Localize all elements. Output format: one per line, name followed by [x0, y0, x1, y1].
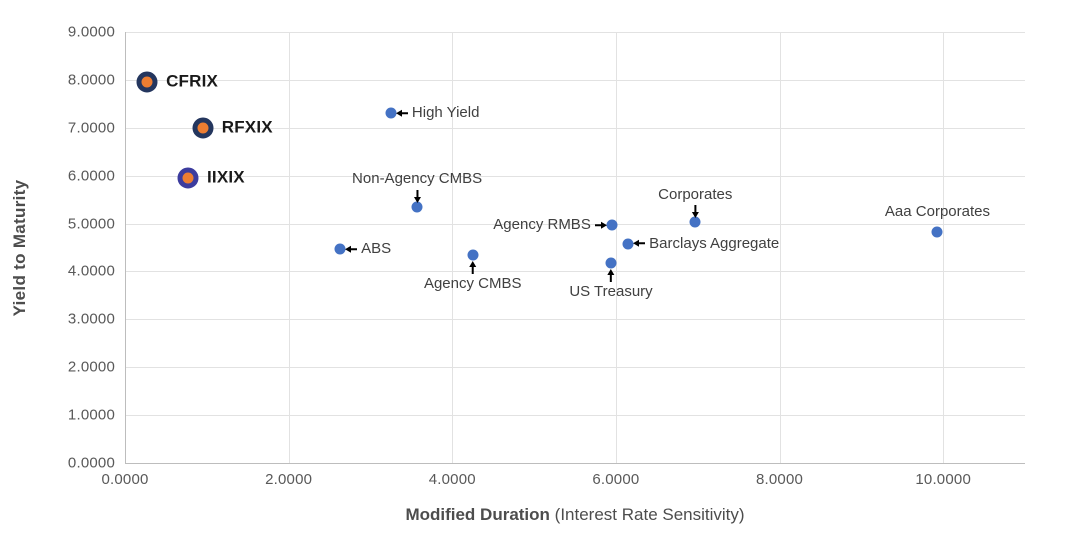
y-axis-title: Yield to Maturity: [10, 179, 29, 316]
point-label-corporates: Corporates: [658, 185, 733, 219]
arrow-left-icon: [345, 245, 358, 253]
point-label-text: Corporates: [658, 185, 733, 203]
marker-abs: [334, 243, 346, 255]
point-label-text: RFXIX: [221, 117, 273, 137]
gridline-horizontal: [125, 127, 1025, 129]
arrow-left-icon: [633, 240, 646, 248]
point-label-text: Agency CMBS: [423, 274, 522, 292]
x-axis-title-bold: Modified Duration: [405, 505, 550, 524]
gridline-horizontal: [125, 319, 1025, 321]
y-tick-label: 5.0000: [67, 215, 115, 233]
point-label-rfxix: RFXIX: [222, 118, 273, 137]
y-tick-label: 8.0000: [67, 71, 115, 89]
point-label-aaa-corporates: Aaa Corporates: [884, 202, 990, 221]
y-tick-label: 7.0000: [67, 119, 115, 137]
x-tick-label: 0.0000: [101, 471, 149, 488]
gridline-horizontal: [125, 367, 1025, 369]
arrow-up-icon: [469, 260, 477, 274]
gridline-horizontal: [125, 415, 1025, 417]
point-label-text: CFRIX: [166, 71, 219, 91]
point-label-text: Barclays Aggregate: [649, 234, 780, 252]
gridline-vertical: [615, 32, 617, 463]
gridline-vertical: [452, 32, 454, 463]
point-label-text: US Treasury: [569, 282, 653, 300]
y-axis-line: [125, 32, 126, 463]
arrow-right-icon: [594, 221, 607, 229]
gridline-horizontal: [125, 175, 1025, 177]
gridline-vertical: [943, 32, 945, 463]
gridline-vertical: [779, 32, 781, 463]
gridline-horizontal: [125, 79, 1025, 81]
point-label-text: High Yield: [411, 104, 480, 122]
gridline-horizontal: [125, 223, 1025, 225]
x-tick-label: 10.0000: [915, 471, 971, 488]
x-tick-label: 6.0000: [592, 471, 640, 488]
marker-agency-rmbs: [606, 219, 618, 231]
marker-barclays-aggregate: [622, 238, 634, 250]
point-label-high-yield: High Yield: [395, 104, 480, 122]
point-label-iixix: IIXIX: [207, 167, 245, 188]
arrow-down-icon: [413, 189, 421, 203]
y-tick-label: 1.0000: [67, 406, 115, 424]
x-tick-label: 4.0000: [428, 471, 476, 488]
y-tick-label: 3.0000: [67, 310, 115, 328]
marker-high-yield: [385, 107, 397, 119]
arrow-down-icon: [691, 205, 699, 219]
y-tick-label: 4.0000: [67, 262, 115, 280]
x-tick-label: 8.0000: [755, 471, 804, 488]
arrow-up-icon: [607, 268, 615, 282]
y-tick-label: 2.0000: [67, 358, 115, 376]
gridline-horizontal: [125, 32, 1025, 33]
marker-agency-cmbs: [467, 249, 479, 261]
x-axis-title: Modified Duration (Interest Rate Sensiti…: [405, 505, 744, 525]
x-axis-title-regular: (Interest Rate Sensitivity): [554, 505, 745, 524]
point-label-text: Aaa Corporates: [884, 202, 990, 220]
gridline-vertical: [288, 32, 290, 463]
point-label-cfrix: CFRIX: [166, 71, 219, 92]
point-label-non-agency-cmbs: Non-Agency CMBS: [352, 171, 482, 203]
marker-corporates: [689, 216, 701, 228]
point-label-us-treasury: US Treasury: [569, 268, 653, 301]
point-label-abs: ABS: [345, 239, 392, 258]
point-label-text: IIXIX: [207, 167, 245, 187]
point-label-text: Agency RMBS: [493, 215, 591, 233]
marker-rfxix: [192, 117, 214, 139]
arrow-left-icon: [395, 109, 408, 117]
point-label-agency-rmbs: Agency RMBS: [493, 215, 607, 234]
y-tick-label: 6.0000: [67, 167, 115, 185]
marker-non-agency-cmbs: [411, 201, 423, 213]
marker-cfrix: [136, 71, 158, 93]
x-axis-line: [125, 463, 1025, 464]
gridline-horizontal: [125, 271, 1025, 273]
point-label-barclays-aggregate: Barclays Aggregate: [633, 235, 779, 252]
y-tick-label: 0.0000: [67, 454, 115, 472]
point-label-agency-cmbs: Agency CMBS: [423, 260, 522, 293]
x-tick-label: 2.0000: [265, 471, 313, 488]
marker-aaa-corporates: [931, 226, 943, 238]
point-label-text: Non-Agency CMBS: [352, 170, 483, 188]
point-label-text: ABS: [361, 239, 392, 257]
y-tick-label: 9.0000: [67, 23, 115, 41]
marker-iixix: [177, 167, 199, 189]
marker-us-treasury: [605, 257, 617, 269]
